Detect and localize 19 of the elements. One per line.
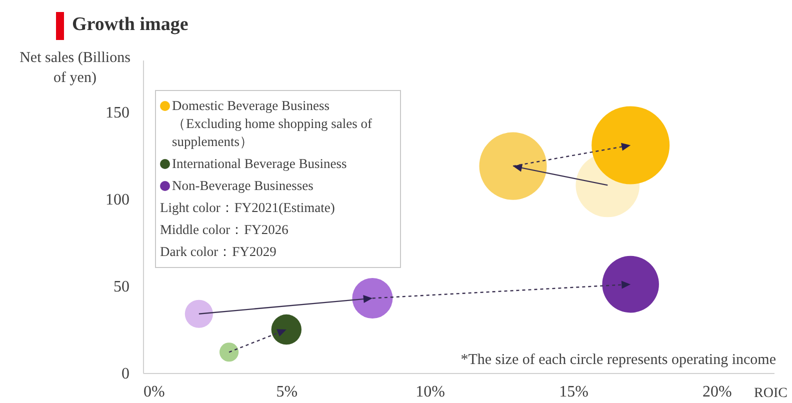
annotation: Dark color：FY2029	[160, 243, 278, 261]
annotation: Light color：FY2021(Estimate)	[160, 199, 336, 217]
y-tick-label: 0	[122, 366, 130, 382]
x-tick-label: 0%	[144, 384, 165, 400]
y-tick-label: 100	[106, 192, 130, 209]
x-tick-label: 20%	[702, 384, 732, 400]
legend-label: International Beverage Business	[172, 155, 347, 173]
y-axis-title: Net sales (Billions of yen)	[18, 49, 132, 88]
chart-title: Growth image	[72, 14, 188, 36]
x-axis-title: ROIC	[754, 386, 788, 402]
y-tick-label: 50	[114, 278, 130, 296]
y-tick-label: 150	[106, 104, 130, 122]
legend-label: Domestic Beverage Business（Excluding home shopping sales of supplements）	[172, 97, 373, 151]
x-tick-label: 15%	[559, 384, 588, 400]
annotation: *The size of each circle represents operating income	[460, 352, 776, 369]
annotation: Middle color：FY2026	[160, 221, 290, 239]
x-tick-label: 10%	[416, 384, 445, 400]
legend-label: Non-Beverage Businesses	[172, 177, 314, 195]
x-tick-label: 5%	[276, 384, 298, 400]
